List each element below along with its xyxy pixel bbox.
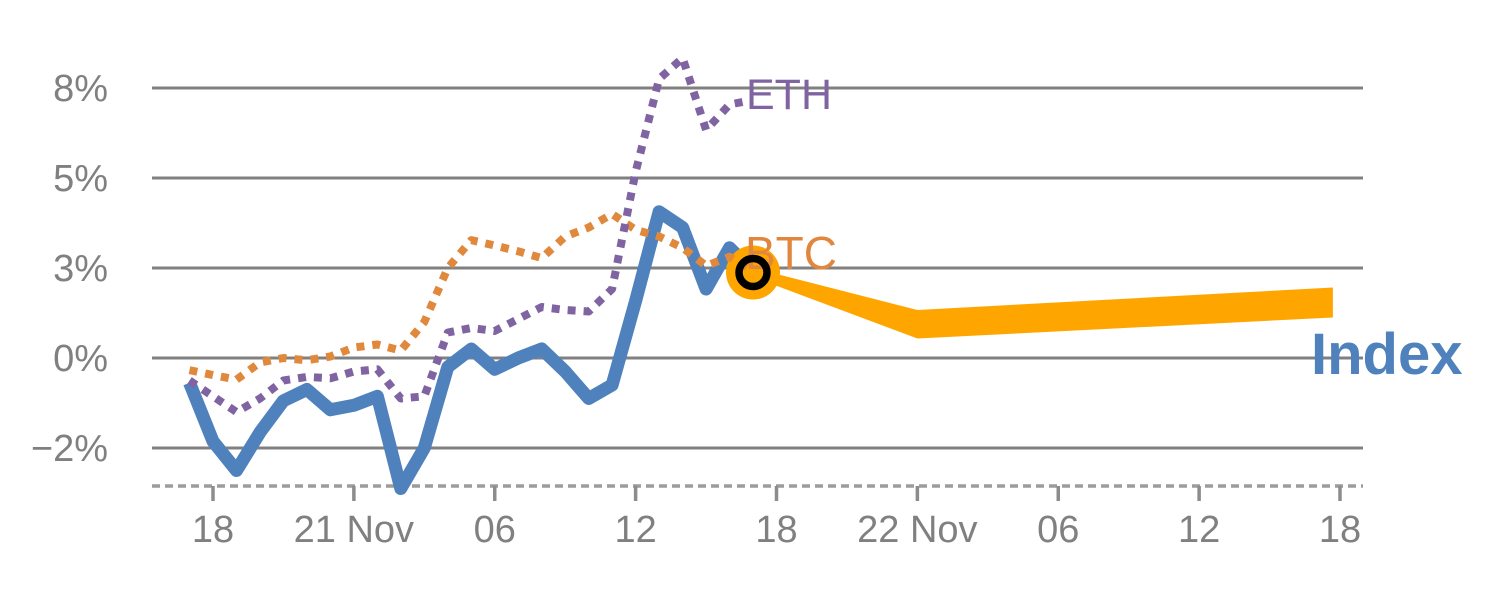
x-tick-label: 12 [614,509,656,551]
y-tick-label: 5% [53,158,108,200]
current-value-marker-ring [735,254,771,291]
series-label-index: Index [1311,322,1463,387]
x-axis: 18 21 Nov 06 12 18 22 Nov 06 12 18 [152,484,1363,551]
forecast-band-start-disc [726,245,781,300]
x-tick-label: 06 [474,509,516,551]
y-axis-labels: 8% 5% 3% 0% −2% [31,68,108,470]
series-label-btc: BTC [745,227,837,279]
y-tick-label: −2% [31,428,108,470]
x-tick-label: 18 [192,509,234,551]
x-tick-label: 22 Nov [857,509,977,551]
series-index-line [183,205,758,495]
x-tick-label: 12 [1178,509,1220,551]
x-tick-label: 18 [1319,509,1361,551]
x-tick-label: 18 [755,509,797,551]
x-tick-label: 06 [1037,509,1079,551]
y-tick-label: 0% [53,338,108,380]
series-label-eth: ETH [746,71,832,119]
index-forecast-band [753,268,1333,339]
y-tick-label: 3% [53,248,108,290]
y-tick-label: 8% [53,68,108,110]
series-eth-dotted-line [187,54,754,416]
x-tick-label: 21 Nov [294,509,414,551]
series-btc-dotted-line [188,210,756,384]
